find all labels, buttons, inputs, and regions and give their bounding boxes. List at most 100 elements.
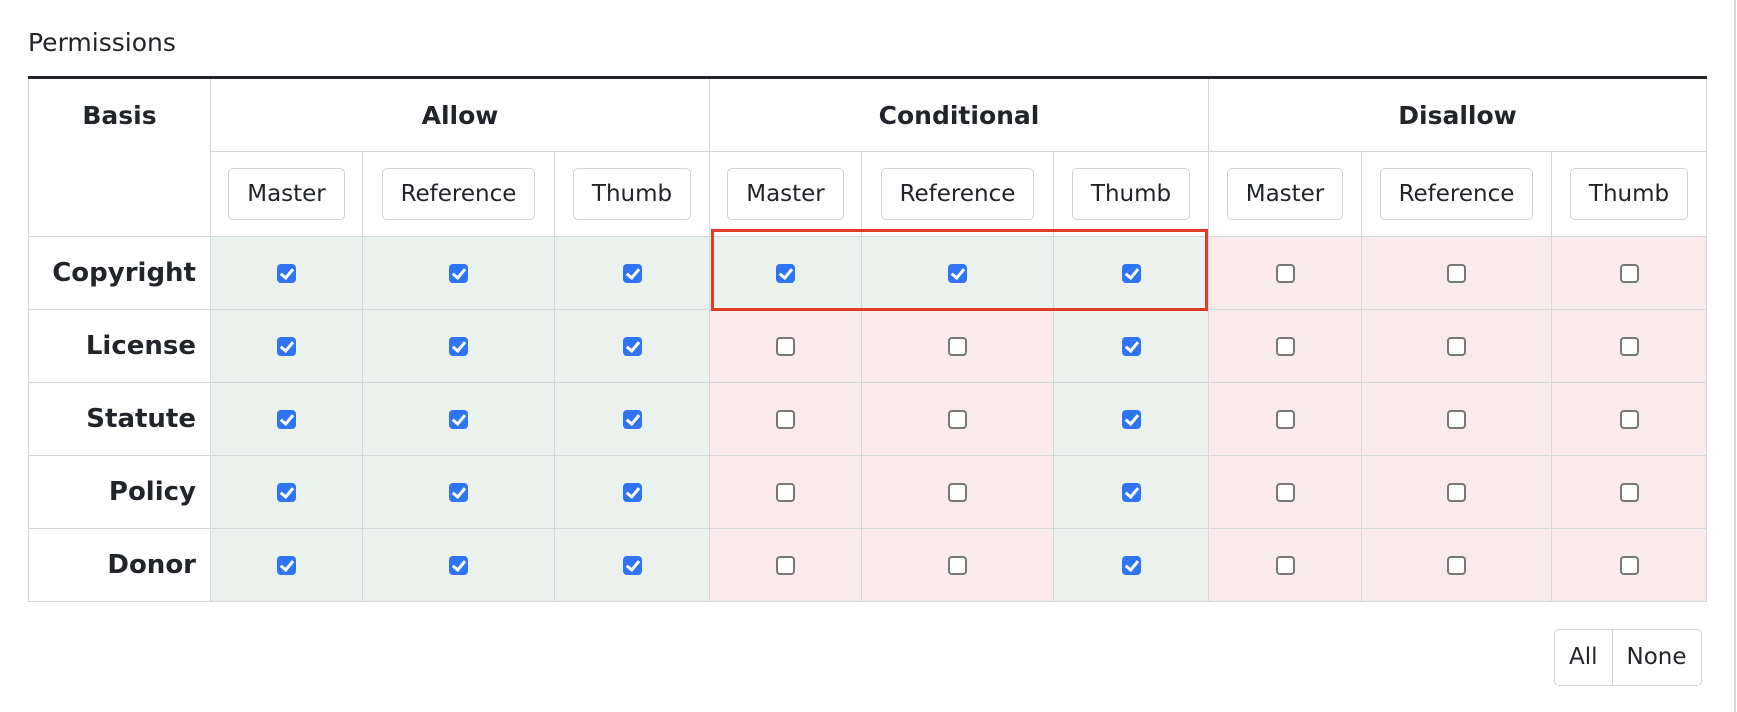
allow-reference-button[interactable]: Reference xyxy=(381,168,536,220)
row-label: Statute xyxy=(28,382,211,456)
sub-header-cell: Reference xyxy=(861,151,1054,237)
checkbox-unchecked[interactable] xyxy=(776,483,795,502)
permission-cell xyxy=(1053,382,1209,456)
checkbox-unchecked[interactable] xyxy=(1447,410,1466,429)
checkbox-unchecked[interactable] xyxy=(776,410,795,429)
permission-cell xyxy=(1053,309,1209,383)
checkbox-unchecked[interactable] xyxy=(1447,264,1466,283)
checkbox-checked[interactable] xyxy=(1121,337,1141,356)
basis-header: Basis xyxy=(28,77,211,237)
permission-cell xyxy=(709,382,862,456)
checkbox-checked[interactable] xyxy=(449,556,468,575)
allow-thumb-button[interactable]: Thumb xyxy=(572,168,692,220)
permission-cell xyxy=(1551,382,1707,456)
conditional-master-button[interactable]: Master xyxy=(727,168,844,220)
permission-cell xyxy=(1551,528,1707,602)
permission-cell xyxy=(861,236,1054,310)
permission-cell xyxy=(362,528,555,602)
checkbox-unchecked[interactable] xyxy=(948,556,967,575)
permission-cell xyxy=(1053,236,1209,310)
checkbox-unchecked[interactable] xyxy=(776,556,795,575)
table-row: Policy xyxy=(28,455,1707,529)
checkbox-checked[interactable] xyxy=(622,337,642,356)
permission-cell xyxy=(554,236,710,310)
select-button-group: All None xyxy=(1554,629,1702,686)
checkbox-checked[interactable] xyxy=(948,264,967,283)
conditional-reference-button[interactable]: Reference xyxy=(880,168,1035,220)
checkbox-unchecked[interactable] xyxy=(1275,483,1295,502)
permission-cell xyxy=(709,455,862,529)
row-label: Donor xyxy=(28,528,211,602)
checkbox-checked[interactable] xyxy=(449,483,468,502)
select-all-button[interactable]: All xyxy=(1569,644,1598,670)
disallow-thumb-button[interactable]: Thumb xyxy=(1569,168,1689,220)
checkbox-unchecked[interactable] xyxy=(1275,410,1295,429)
checkbox-unchecked[interactable] xyxy=(1275,556,1295,575)
disallow-reference-button[interactable]: Reference xyxy=(1379,168,1534,220)
checkbox-checked[interactable] xyxy=(1121,483,1141,502)
permission-cell xyxy=(1551,309,1707,383)
checkbox-checked[interactable] xyxy=(622,483,642,502)
checkbox-checked[interactable] xyxy=(449,410,468,429)
permission-cell xyxy=(1551,455,1707,529)
permission-cell xyxy=(362,236,555,310)
checkbox-checked[interactable] xyxy=(1121,556,1141,575)
checkbox-checked[interactable] xyxy=(449,264,468,283)
sub-header-cell: Master xyxy=(210,151,363,237)
sub-header-cell: Thumb xyxy=(554,151,710,237)
permission-cell xyxy=(362,309,555,383)
permission-cell xyxy=(210,236,363,310)
permission-cell xyxy=(1361,309,1552,383)
checkbox-unchecked[interactable] xyxy=(1619,337,1639,356)
checkbox-unchecked[interactable] xyxy=(1619,556,1639,575)
permission-cell xyxy=(1361,528,1552,602)
checkbox-unchecked[interactable] xyxy=(948,483,967,502)
permission-cell xyxy=(554,382,710,456)
sub-header-cell: Reference xyxy=(362,151,555,237)
checkbox-unchecked[interactable] xyxy=(1275,337,1295,356)
permission-cell xyxy=(1361,382,1552,456)
checkbox-checked[interactable] xyxy=(277,483,296,502)
checkbox-unchecked[interactable] xyxy=(1447,483,1466,502)
checkbox-unchecked[interactable] xyxy=(1619,483,1639,502)
permission-cell xyxy=(1053,528,1209,602)
checkbox-checked[interactable] xyxy=(1121,264,1141,283)
checkbox-unchecked[interactable] xyxy=(1619,410,1639,429)
checkbox-unchecked[interactable] xyxy=(948,337,967,356)
permission-cell xyxy=(709,309,862,383)
row-label: Policy xyxy=(28,455,211,529)
permission-cell xyxy=(362,455,555,529)
checkbox-unchecked[interactable] xyxy=(1275,264,1295,283)
permission-cell xyxy=(1208,455,1362,529)
table-row: Statute xyxy=(28,382,1707,456)
checkbox-unchecked[interactable] xyxy=(948,410,967,429)
table-row: Copyright xyxy=(28,236,1707,310)
permission-cell xyxy=(1551,236,1707,310)
checkbox-checked[interactable] xyxy=(277,337,296,356)
checkbox-checked[interactable] xyxy=(776,264,795,283)
checkbox-unchecked[interactable] xyxy=(776,337,795,356)
checkbox-checked[interactable] xyxy=(277,264,296,283)
checkbox-unchecked[interactable] xyxy=(1447,556,1466,575)
checkbox-checked[interactable] xyxy=(449,337,468,356)
checkbox-unchecked[interactable] xyxy=(1447,337,1466,356)
permission-cell xyxy=(362,382,555,456)
checkbox-checked[interactable] xyxy=(622,410,642,429)
sub-header-cell: Thumb xyxy=(1551,151,1707,237)
checkbox-checked[interactable] xyxy=(622,556,642,575)
checkbox-checked[interactable] xyxy=(277,410,296,429)
checkbox-checked[interactable] xyxy=(1121,410,1141,429)
checkbox-checked[interactable] xyxy=(622,264,642,283)
permission-cell xyxy=(709,236,862,310)
checkbox-unchecked[interactable] xyxy=(1619,264,1639,283)
table-row: Donor xyxy=(28,528,1707,602)
select-none-button[interactable]: None xyxy=(1611,630,1701,685)
permission-cell xyxy=(861,309,1054,383)
permission-cell xyxy=(554,309,710,383)
checkbox-checked[interactable] xyxy=(277,556,296,575)
permission-cell xyxy=(210,382,363,456)
permission-cell xyxy=(1053,455,1209,529)
disallow-master-button[interactable]: Master xyxy=(1226,168,1344,220)
conditional-thumb-button[interactable]: Thumb xyxy=(1071,168,1191,220)
allow-master-button[interactable]: Master xyxy=(228,168,345,220)
